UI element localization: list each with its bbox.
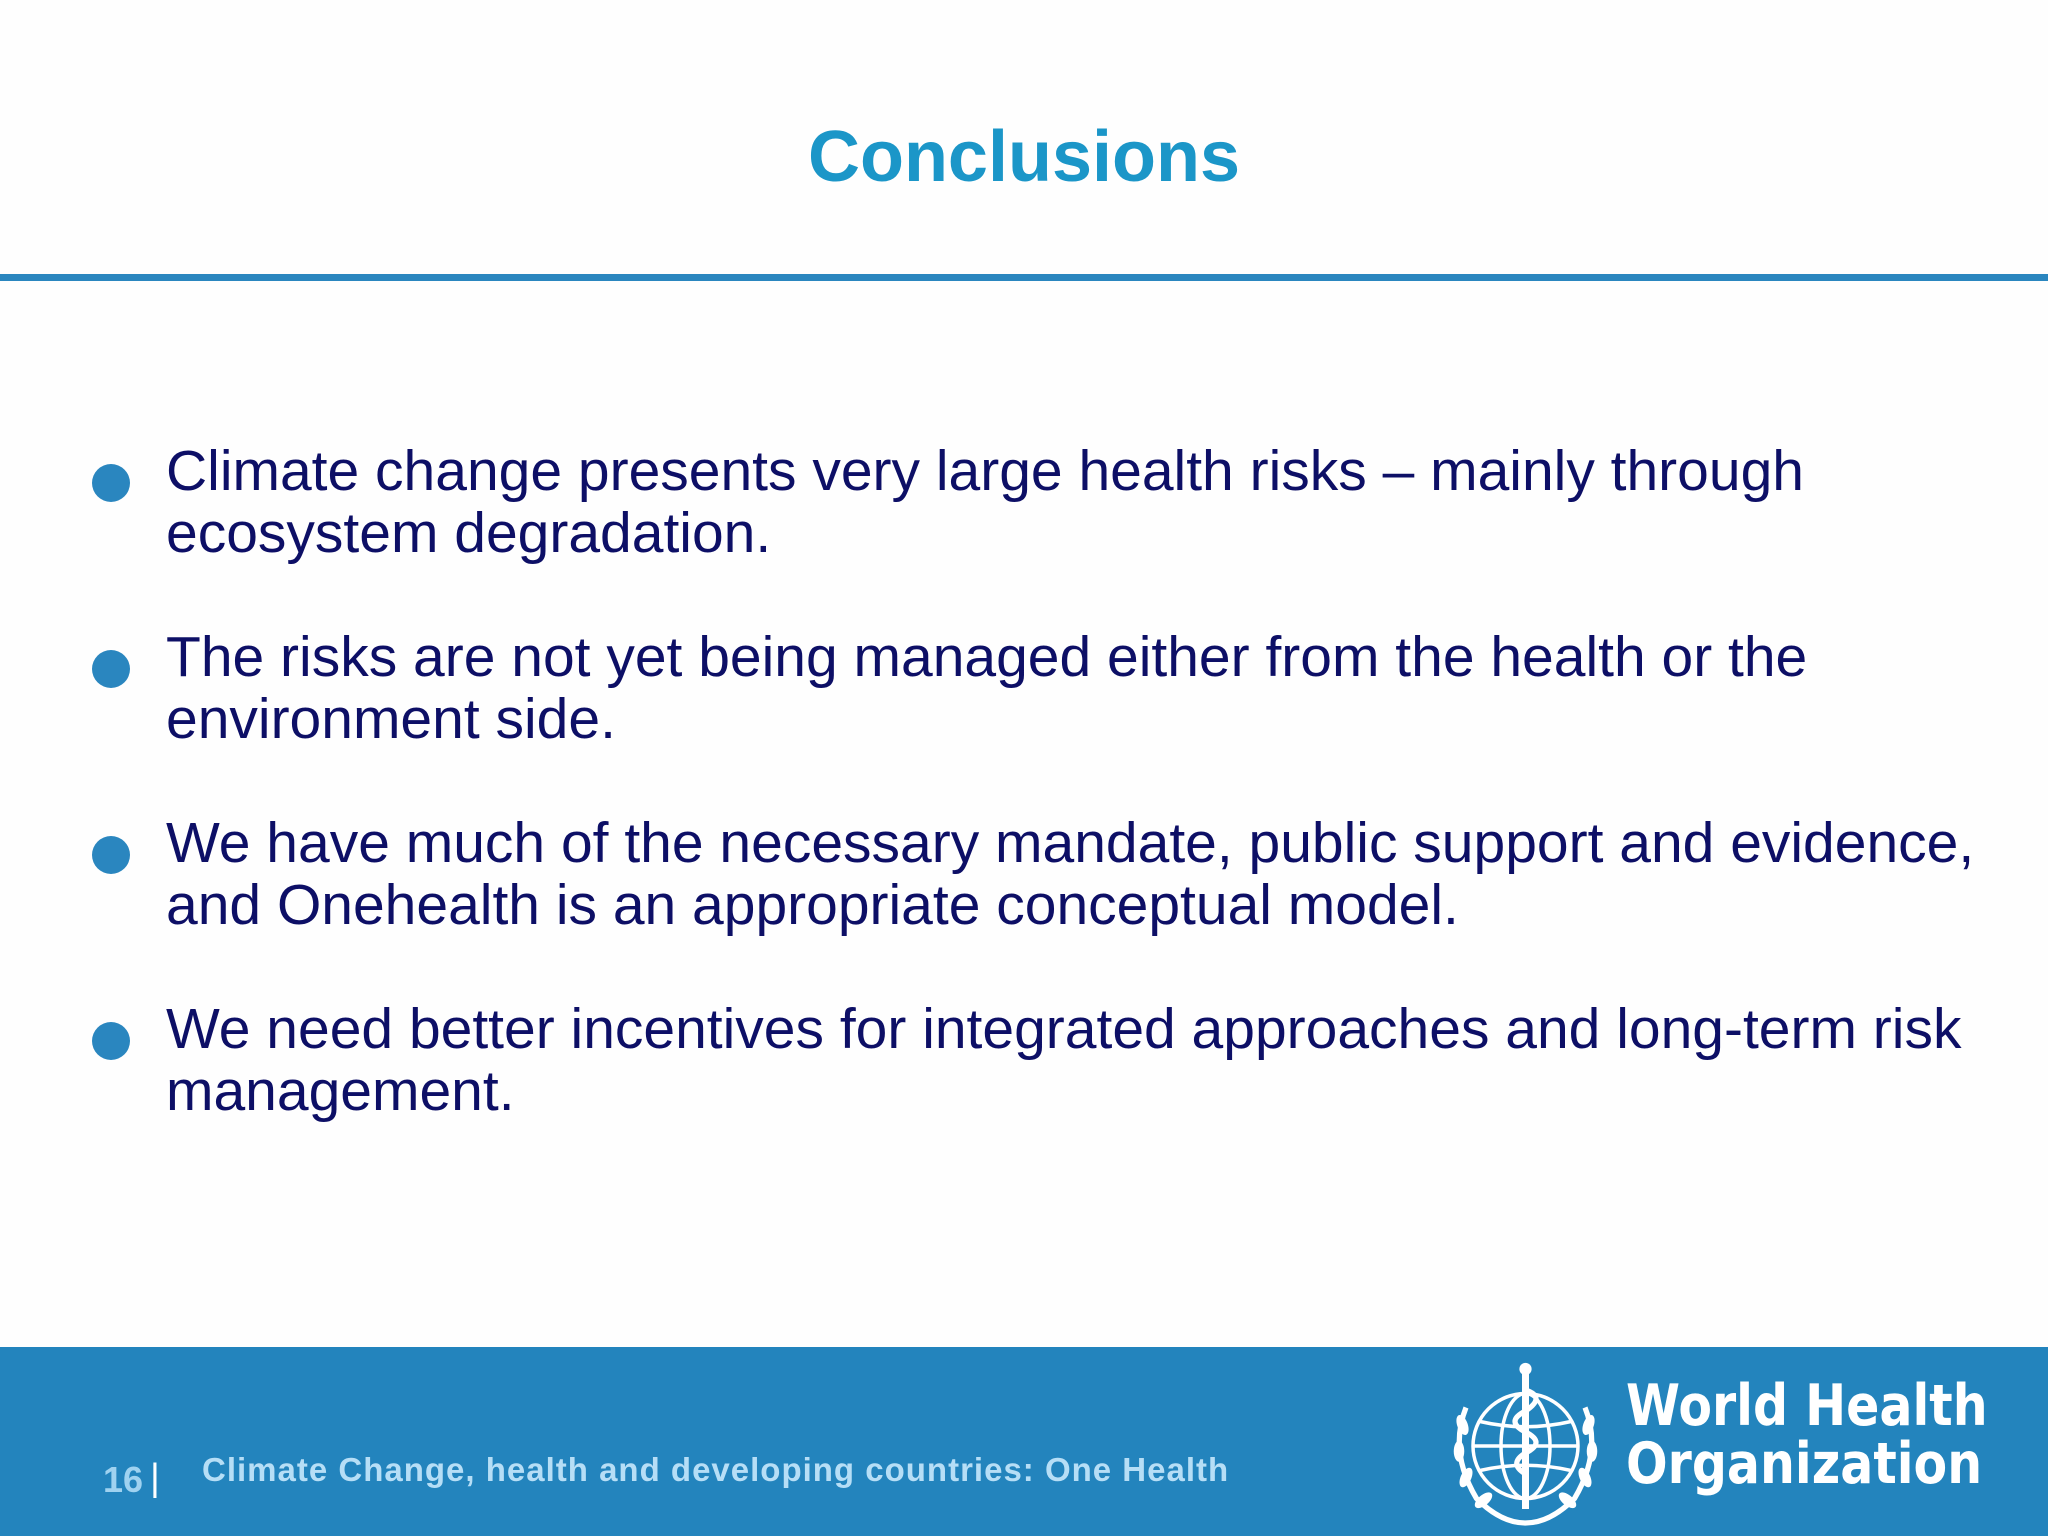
bullet-text: We have much of the necessary mandate, p…	[166, 811, 1975, 937]
title-divider	[0, 274, 2048, 281]
bullet-text: We need better incentives for integrated…	[166, 997, 1962, 1123]
bullet-item: We need better incentives for integrated…	[90, 998, 1990, 1122]
page-separator: |	[150, 1457, 160, 1499]
organization-name-line1: World Health	[1626, 1373, 1988, 1439]
bullet-dot-icon	[92, 464, 130, 502]
slide-title: Conclusions	[807, 117, 1241, 197]
bullet-dot-icon	[92, 650, 130, 688]
bullet-item: Climate change presents very large healt…	[90, 440, 1990, 564]
bullet-text: Climate change presents very large healt…	[166, 439, 1804, 565]
bullet-item: The risks are not yet being managed eith…	[90, 626, 1990, 750]
bullet-dot-icon	[92, 1022, 130, 1060]
organization-name-line2: Organization	[1626, 1431, 1983, 1497]
bullet-text: The risks are not yet being managed eith…	[166, 625, 1808, 751]
who-emblem-icon	[1453, 1362, 1598, 1526]
page-number: 16	[103, 1459, 144, 1500]
bullet-list: Climate change presents very large healt…	[90, 440, 1990, 1184]
bullet-dot-icon	[92, 836, 130, 874]
footer-bar: 16 | Climate Change, health and developi…	[0, 1347, 2048, 1536]
footer-caption: Climate Change, health and developing co…	[202, 1451, 1230, 1488]
organization-name: World Health Organization	[1626, 1377, 1988, 1493]
bullet-item: We have much of the necessary mandate, p…	[90, 812, 1990, 936]
